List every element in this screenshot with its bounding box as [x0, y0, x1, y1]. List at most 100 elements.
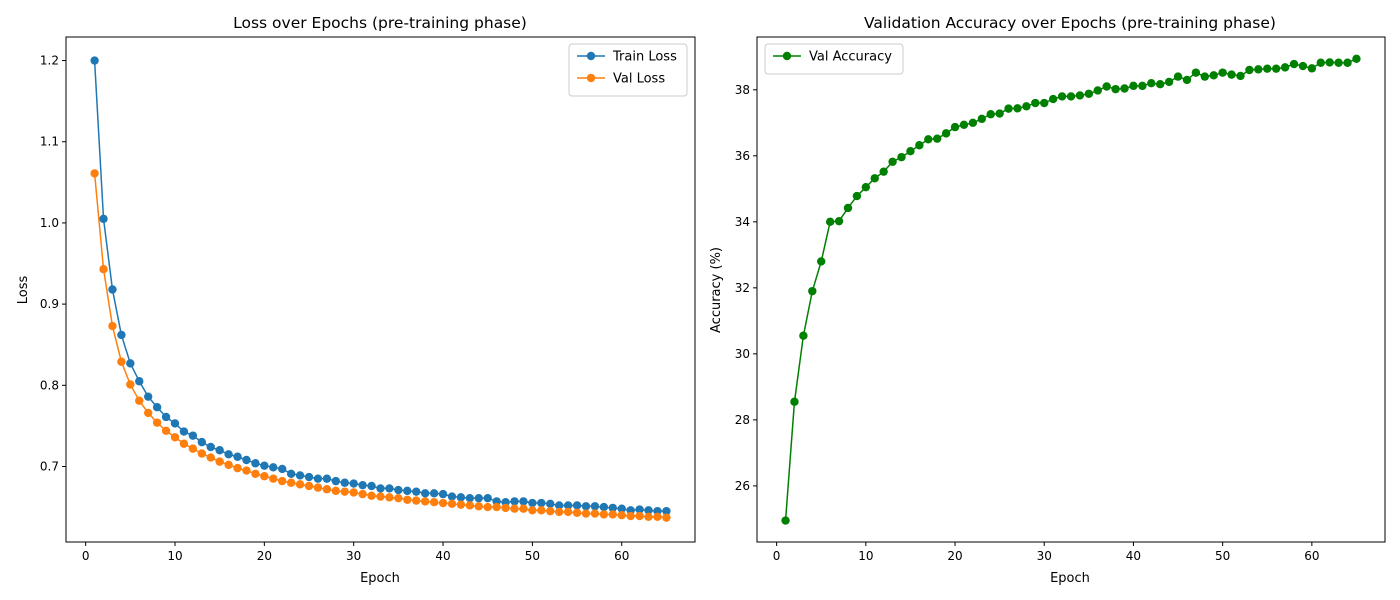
val-loss-point: [546, 506, 555, 516]
val-accuracy-point: [897, 152, 906, 162]
val-loss-point: [358, 489, 367, 499]
train-loss-point: [385, 484, 394, 493]
val-loss-legend-marker: [586, 73, 596, 83]
train-loss-point: [456, 493, 466, 502]
train-loss-point: [197, 437, 207, 447]
val-loss-point: [608, 510, 618, 519]
loss-legend: Train Loss Val Loss: [568, 43, 688, 97]
val-accuracy-point: [790, 397, 799, 406]
val-loss-point: [152, 418, 162, 427]
val-accuracy-point: [968, 118, 978, 128]
val-loss-point: [617, 511, 626, 520]
train-loss-point: [233, 452, 242, 461]
train-loss-point: [161, 412, 171, 422]
val-accuracy-point: [799, 331, 808, 340]
train-loss-point: [269, 463, 278, 472]
accuracy-x-tick-label: 30: [1037, 549, 1052, 563]
val-accuracy-point: [825, 217, 835, 227]
train-loss-point: [340, 478, 349, 487]
train-loss-point: [376, 484, 385, 493]
val-loss-point: [161, 426, 171, 435]
train-loss-point: [429, 489, 439, 498]
loss-y-tick-label: 0.7: [40, 459, 59, 473]
train-loss-point: [90, 56, 99, 65]
train-loss-point: [215, 446, 224, 455]
val-loss-point: [143, 408, 153, 418]
val-loss-point: [126, 380, 135, 389]
val-loss-point: [626, 511, 635, 521]
val-accuracy-point: [1316, 58, 1325, 67]
loss-x-axis-label: Epoch: [360, 571, 400, 586]
train-loss-point: [358, 480, 367, 490]
train-loss-point: [519, 497, 528, 506]
val-accuracy-point: [941, 129, 951, 138]
train-loss-point: [117, 330, 126, 340]
accuracy-legend: Val Accuracy: [764, 43, 904, 75]
train-loss-point: [465, 493, 475, 503]
loss-y-tick-label: 1.1: [40, 135, 59, 149]
val-loss-point: [340, 487, 349, 496]
val-loss-point: [260, 472, 269, 481]
accuracy-y-tick-label: 26: [735, 479, 750, 493]
val-accuracy-point: [888, 157, 897, 166]
accuracy-x-tick-label: 10: [858, 549, 873, 563]
val-loss-point: [188, 444, 198, 453]
accuracy-chart-title: Validation Accuracy over Epochs (pre-tra…: [864, 14, 1276, 32]
val-accuracy-point: [1343, 58, 1352, 67]
val-accuracy-point: [834, 216, 844, 226]
val-accuracy-point: [1147, 79, 1156, 88]
val-accuracy-point: [1040, 98, 1049, 108]
train-loss-point: [608, 503, 618, 513]
accuracy-y-tick-label: 36: [735, 149, 750, 163]
train-loss-point: [599, 502, 609, 512]
loss-y-tick-label: 0.8: [40, 378, 59, 392]
train-loss-point: [349, 479, 358, 488]
val-accuracy-point: [906, 147, 915, 156]
loss-chart-title: Loss over Epochs (pre-training phase): [233, 14, 527, 32]
val-loss-point: [278, 476, 287, 486]
val-loss-point: [483, 502, 492, 512]
val-loss-point: [465, 501, 475, 510]
train-loss-point: [420, 489, 430, 498]
val-accuracy-point: [915, 141, 924, 150]
loss-y-tick-label: 1.2: [40, 54, 59, 68]
train-loss-point: [563, 501, 573, 510]
val-accuracy-point: [1271, 64, 1281, 73]
val-accuracy-point: [1138, 81, 1147, 91]
val-accuracy-point: [1182, 75, 1192, 85]
accuracy-plot-area: [781, 54, 1361, 525]
loss-x-tick-label: 20: [257, 549, 272, 563]
val-loss-point: [492, 502, 501, 512]
val-loss-point: [510, 504, 519, 513]
val-loss-point: [385, 493, 394, 502]
val-loss-point: [429, 498, 439, 507]
train-loss-point: [242, 455, 251, 465]
loss-x-tick-label: 30: [346, 549, 361, 563]
val-loss-point: [170, 433, 180, 442]
train-loss-point: [412, 487, 421, 496]
val-accuracy-point: [1263, 64, 1272, 73]
accuracy-plot-frame: [756, 36, 1386, 543]
train-loss-legend-marker: [586, 51, 596, 61]
val-accuracy-point: [977, 114, 986, 124]
train-loss-point: [286, 469, 296, 479]
val-accuracy-point: [1227, 70, 1236, 79]
val-loss-point: [304, 481, 314, 491]
train-loss-point: [188, 431, 198, 440]
val-loss-point: [313, 483, 323, 492]
train-loss-point: [403, 486, 412, 496]
loss-y-tick-label: 1.0: [40, 216, 59, 230]
accuracy-x-tick-label: 60: [1304, 549, 1319, 563]
train-loss-point: [367, 481, 376, 491]
loss-x-tick-label: 10: [167, 549, 182, 563]
val-loss-point: [108, 321, 117, 331]
val-loss-point: [635, 511, 644, 521]
train-loss-point: [546, 499, 555, 509]
accuracy-chart: Validation Accuracy over Epochs (pre-tra…: [709, 14, 1386, 586]
accuracy-y-tick-label: 28: [735, 413, 750, 427]
val-accuracy-point: [1013, 104, 1022, 113]
val-loss-point: [117, 357, 126, 366]
val-loss-point: [528, 506, 537, 515]
train-loss-point: [528, 498, 537, 508]
train-loss-point: [662, 506, 671, 516]
